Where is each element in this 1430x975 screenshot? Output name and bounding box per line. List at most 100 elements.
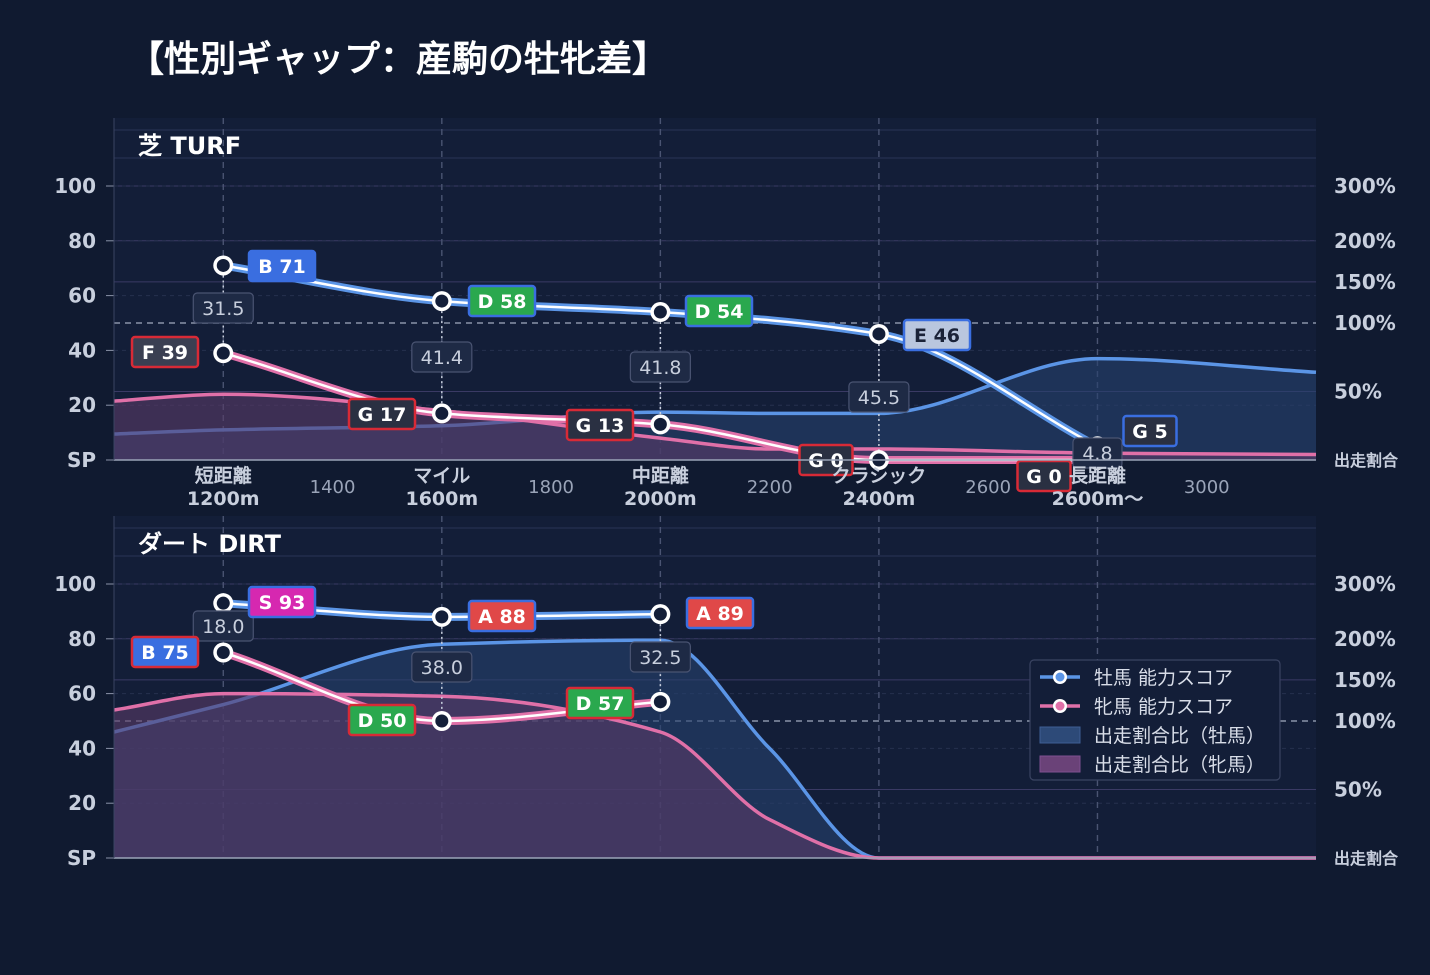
legend-label: 牡馬 能力スコア: [1094, 667, 1233, 689]
grade-letter: E: [914, 325, 927, 347]
grade-letter: G: [808, 450, 824, 472]
grade-badge: [467, 599, 537, 633]
grade-separator: [711, 603, 718, 625]
grade-score: 75: [162, 642, 188, 664]
score-point-core: [653, 417, 667, 431]
gap-label-box: [411, 651, 473, 683]
left-tick-label: 40: [68, 736, 96, 760]
panel-title: ダート DIRT: [138, 530, 282, 558]
gap-label: 38.0: [421, 657, 463, 679]
right-tick-label: 50%: [1334, 380, 1382, 404]
grade-badge-label: D 54: [695, 301, 744, 323]
score-point-core: [872, 327, 886, 341]
x-tick-label: 2200: [747, 477, 793, 498]
grade-badge: [247, 249, 317, 283]
grade-badge-label: A 89: [696, 603, 744, 625]
score-point-core: [653, 607, 667, 621]
panel-turf: 出走割合 50% 100% 150% 200% 300% SP 20 40 60 80 100 31.5…: [54, 118, 1399, 510]
x-category-distance: 2400m: [843, 488, 916, 510]
x-category-distance: 1600m: [405, 488, 478, 510]
grade-score: 13: [598, 415, 624, 437]
grade-letter: G: [1132, 421, 1148, 443]
right-tick-label: 150%: [1334, 270, 1396, 294]
x-tick-label: 1400: [310, 477, 356, 498]
left-tick-label: 20: [68, 393, 96, 417]
grade-badge-label: A 88: [478, 606, 526, 628]
grade-separator: [710, 301, 717, 323]
grade-separator: [155, 342, 162, 364]
grade-badge: [130, 635, 200, 669]
grade-separator: [156, 642, 163, 664]
gap-label: 41.4: [421, 347, 463, 369]
grade-score: 57: [598, 693, 624, 715]
right-tick-label: 出走割合: [1334, 849, 1399, 868]
grade-separator: [373, 404, 380, 426]
x-category-name: 中距離: [632, 464, 689, 487]
legend-swatch-area: [1039, 726, 1081, 744]
grade-badge-label: G 0: [808, 450, 843, 472]
legend-label: 牝馬 能力スコア: [1094, 696, 1233, 718]
grade-badge-label: E 46: [914, 325, 960, 347]
gap-label: 31.5: [202, 298, 244, 320]
x-category-name: 短距離: [195, 464, 252, 487]
right-tick-label: 100%: [1334, 311, 1396, 335]
left-tick-label: 80: [68, 627, 96, 651]
grade-score: 46: [934, 325, 960, 347]
grade-separator: [1042, 466, 1049, 488]
grade-badge: [247, 585, 317, 619]
grade-badge: [1016, 459, 1072, 493]
grade-letter: G: [1026, 466, 1042, 488]
gap-label: 4.8: [1082, 443, 1112, 465]
x-tick-label: 1800: [528, 477, 574, 498]
grade-badge-label: F 39: [142, 342, 188, 364]
grade-badge: [467, 284, 537, 318]
legend-swatch-marker-core: [1055, 701, 1065, 711]
right-tick-label: 200%: [1334, 229, 1396, 253]
left-tick-label: 80: [68, 229, 96, 253]
grade-letter: G: [576, 415, 592, 437]
x-category-name: マイル: [413, 465, 470, 487]
grade-badge: [347, 397, 417, 431]
gap-label-box: [192, 292, 254, 324]
grade-badge-label: B 75: [141, 642, 189, 664]
grade-score: 0: [1049, 466, 1062, 488]
grade-letter: S: [259, 592, 273, 614]
gap-label: 32.5: [639, 647, 681, 669]
right-tick-label: 300%: [1334, 174, 1396, 198]
gap-label-box: [629, 641, 691, 673]
score-point-core: [216, 258, 230, 272]
grade-separator: [1148, 421, 1155, 443]
grade-separator: [824, 450, 831, 472]
score-point-core: [435, 610, 449, 624]
grade-letter: D: [695, 301, 711, 323]
grade-badge: [347, 703, 417, 737]
grade-score: 93: [279, 592, 305, 614]
legend-swatch-area: [1039, 755, 1081, 773]
grade-badge: [130, 335, 200, 369]
grade-badge: [565, 408, 635, 442]
score-point-core: [653, 305, 667, 319]
gap-label-box: [848, 381, 910, 413]
grade-badge-label: B 71: [258, 256, 306, 278]
x-tick-label: 3000: [1184, 477, 1230, 498]
grade-score: 89: [717, 603, 743, 625]
grade-separator: [493, 291, 500, 313]
grade-score: 5: [1155, 421, 1168, 443]
grade-badge-label: D 58: [478, 291, 527, 313]
x-category-distance: 2000m: [624, 488, 697, 510]
score-point-core: [653, 695, 667, 709]
grade-letter: D: [478, 291, 494, 313]
grade-letter: A: [696, 603, 711, 625]
score-point-core: [216, 646, 230, 659]
grade-badge: [685, 596, 755, 630]
grade-score: 17: [380, 404, 406, 426]
grade-score: 58: [500, 291, 526, 313]
legend-swatch-marker-core: [1055, 672, 1065, 682]
grade-badge-label: D 57: [576, 693, 625, 715]
score-point-core: [216, 346, 230, 360]
x-category-name: クラシック: [832, 465, 927, 487]
grade-separator: [373, 710, 380, 732]
legend-box: [1029, 659, 1281, 781]
grade-separator: [591, 693, 598, 715]
